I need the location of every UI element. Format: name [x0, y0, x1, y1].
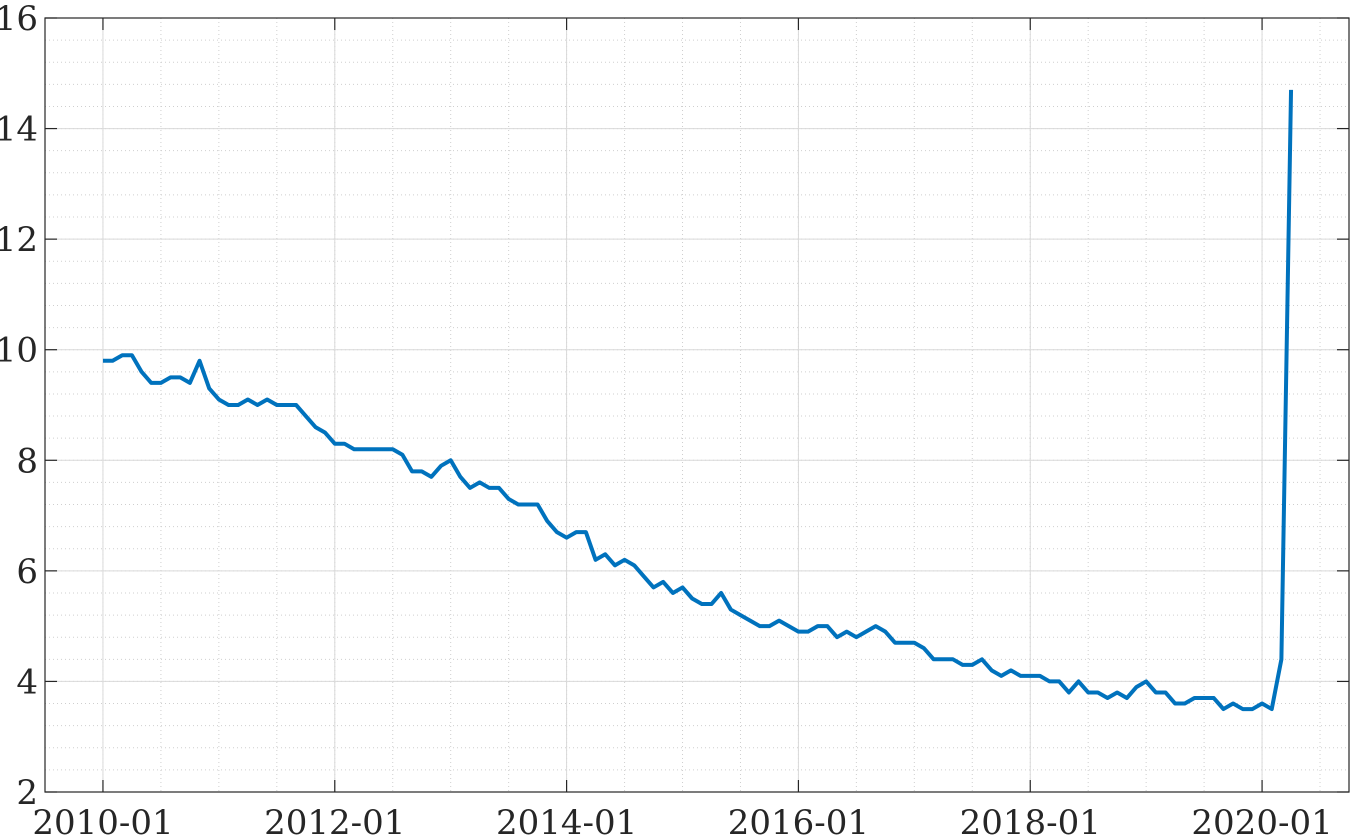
x-tick-label: 2020-01: [1191, 803, 1332, 838]
x-tick-label: 2018-01: [960, 803, 1101, 838]
x-tick-label: 2012-01: [264, 803, 405, 838]
series-line: [102, 89, 1294, 712]
y-tick-label: 12: [0, 220, 38, 260]
axis-ticks: [45, 17, 1349, 793]
x-tick-label: 2016-01: [728, 803, 869, 838]
y-tick-label: 2: [16, 773, 38, 813]
y-tick-label: 14: [0, 110, 38, 150]
y-tick-label: 16: [0, 0, 38, 39]
plot-area-border: [44, 17, 1350, 793]
y-tick-label: 4: [16, 662, 38, 702]
y-tick-label: 8: [16, 441, 38, 481]
x-tick-label: 2010-01: [32, 803, 173, 838]
x-tick-label: 2014-01: [496, 803, 637, 838]
y-tick-label: 6: [16, 552, 38, 592]
y-tick-label: 10: [0, 331, 38, 371]
series-layer: [102, 89, 1294, 712]
